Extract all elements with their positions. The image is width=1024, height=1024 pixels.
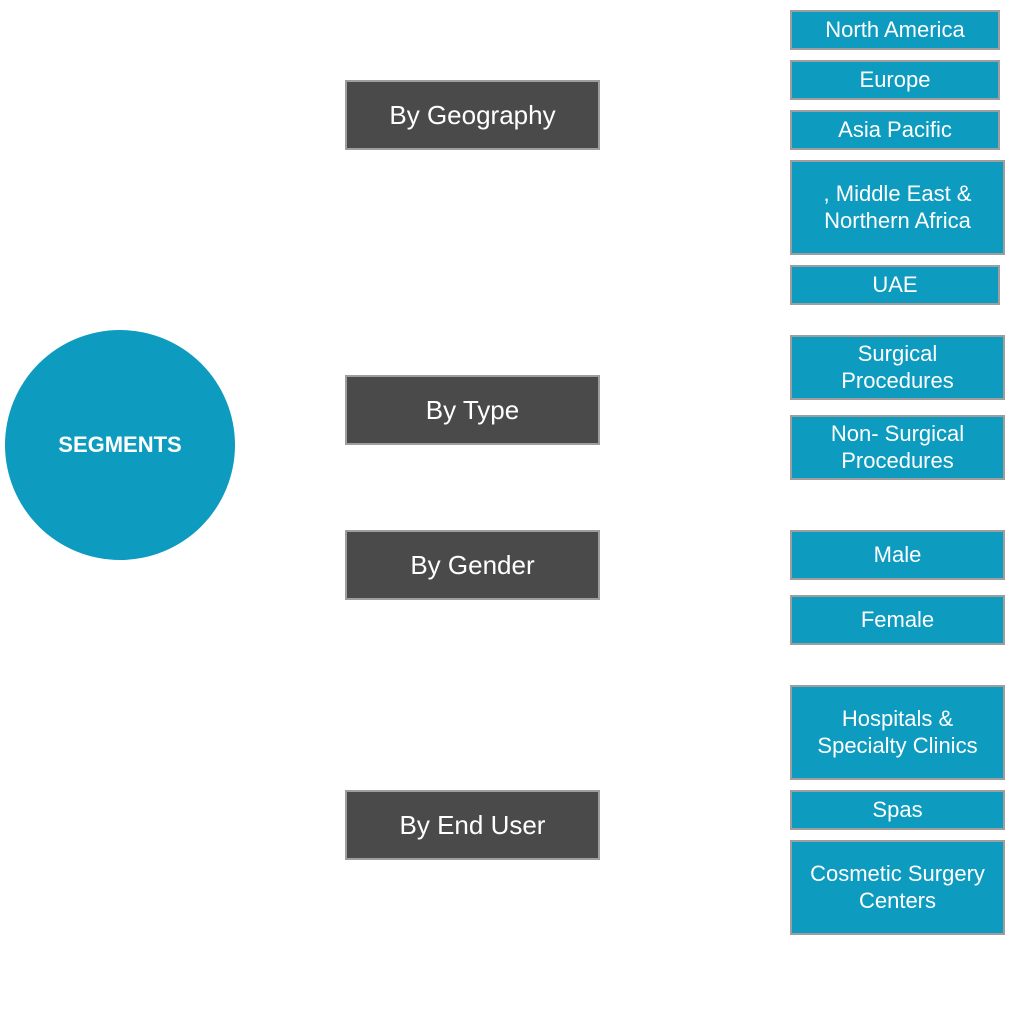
item-label: Spas [872,797,922,823]
root-label: SEGMENTS [58,432,181,458]
item-north-america: North America [790,10,1000,50]
item-label: Female [861,607,934,633]
category-label: By Geography [389,100,555,131]
item-mena: , Middle East & Northern Africa [790,160,1005,255]
item-label: Hospitals & Specialty Clinics [800,706,995,759]
item-asia-pacific: Asia Pacific [790,110,1000,150]
item-label: UAE [872,272,917,298]
category-label: By Type [426,395,519,426]
item-spas: Spas [790,790,1005,830]
item-label: Surgical Procedures [800,341,995,394]
item-hospitals: Hospitals & Specialty Clinics [790,685,1005,780]
category-label: By End User [400,810,546,841]
item-label: Cosmetic Surgery Centers [800,861,995,914]
item-label: Non- Surgical Procedures [800,421,995,474]
category-geography: By Geography [345,80,600,150]
item-label: Male [874,542,922,568]
category-label: By Gender [410,550,534,581]
category-gender: By Gender [345,530,600,600]
item-europe: Europe [790,60,1000,100]
item-label: Asia Pacific [838,117,952,143]
item-surgical: Surgical Procedures [790,335,1005,400]
item-cosmetic-centers: Cosmetic Surgery Centers [790,840,1005,935]
item-uae: UAE [790,265,1000,305]
item-label: North America [825,17,964,43]
item-non-surgical: Non- Surgical Procedures [790,415,1005,480]
root-segments-circle: SEGMENTS [5,330,235,560]
category-type: By Type [345,375,600,445]
item-male: Male [790,530,1005,580]
item-label: Europe [860,67,931,93]
item-label: , Middle East & Northern Africa [800,181,995,234]
category-enduser: By End User [345,790,600,860]
item-female: Female [790,595,1005,645]
